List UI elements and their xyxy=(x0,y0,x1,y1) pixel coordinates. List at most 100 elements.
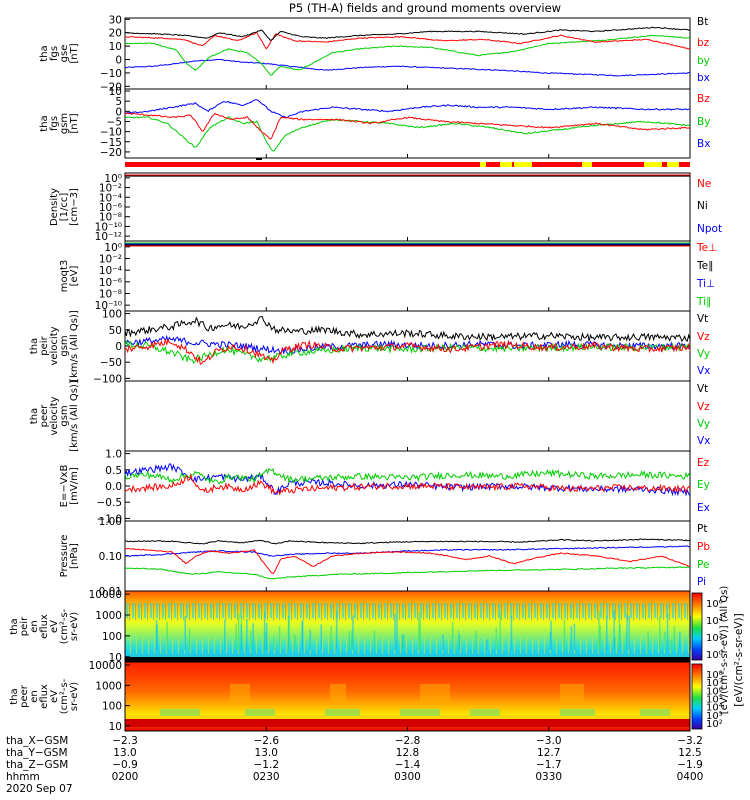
spectrogram-streak xyxy=(309,629,311,650)
y-tick-label: 0.01 xyxy=(99,586,122,598)
series-line-pe xyxy=(124,566,691,580)
panel-frame xyxy=(124,17,691,90)
spectrogram-streak xyxy=(403,634,405,650)
spectrogram-patch xyxy=(420,684,450,702)
y-tick-label: 10⁻⁴ xyxy=(99,192,122,204)
x-axis-value: 12.8 xyxy=(396,747,419,759)
y-axis-label-line: gsm xyxy=(59,113,70,134)
legend-entry-by: By xyxy=(697,116,710,128)
x-axis-row-tha-y-gsm: tha_Y−GSM 13.0 13.0 12.8 12.7 12.5 xyxy=(6,747,702,759)
y-tick-label: 30 xyxy=(109,14,122,26)
spectrogram-streak xyxy=(184,616,186,650)
flag-segment xyxy=(514,162,532,167)
spectrogram-patch xyxy=(400,709,440,716)
spectrogram-streak xyxy=(664,631,666,650)
x-axis-value: 0200 xyxy=(112,771,139,783)
y-axis-label-line: tha xyxy=(9,688,20,704)
spectrogram-streak xyxy=(330,625,332,650)
spectrogram-streak xyxy=(246,619,248,650)
y-tick-label: 0.0 xyxy=(105,481,122,493)
y-tick-label: 0 xyxy=(115,106,122,118)
y-tick-label: 1000 xyxy=(95,610,122,622)
series-line-bt xyxy=(124,26,691,41)
spectrogram-patch xyxy=(640,709,670,716)
y-axis-label-line: sr-eV) xyxy=(69,682,80,711)
y-tick-label: −100 xyxy=(93,373,122,385)
y-tick-label: 50 xyxy=(109,325,122,337)
colorbar-tick-label: 10⁵ xyxy=(706,695,723,706)
y-axis-label-line: en xyxy=(29,690,40,703)
flag-segment xyxy=(125,162,690,167)
spectrogram-streak xyxy=(495,627,498,650)
x-axis-row-name: tha_X−GSM xyxy=(6,735,68,747)
y-axis-label: tha fgs gsm [nT] xyxy=(39,113,80,134)
spectrogram-streak xyxy=(265,623,268,650)
y-axis-label-line: peir xyxy=(19,616,30,636)
spectrogram-streak xyxy=(419,618,421,650)
spectrogram-streak xyxy=(628,615,630,650)
legend-entry-vx: Vx xyxy=(697,435,710,447)
y-axis-label-line: velocity xyxy=(49,396,60,435)
y-tick-label: 100 xyxy=(102,631,122,643)
panel-frame xyxy=(124,380,691,452)
figure-title: P5 (TH-A) fields and ground moments over… xyxy=(289,1,561,15)
legend-entry-ti: Ti∥ xyxy=(696,296,711,308)
series-line-pi xyxy=(124,545,691,557)
y-tick-label: 100 xyxy=(102,701,122,713)
flag-marker xyxy=(256,158,262,160)
y-axis-label-line: [1/cc] xyxy=(59,193,70,222)
x-axis-row-hhmm: hhmm 0200 0230 0300 0330 0400 xyxy=(6,771,703,783)
flag-segment xyxy=(480,162,486,167)
y-axis-label-line: fgs xyxy=(49,46,60,61)
spectrogram-texture xyxy=(125,603,690,654)
spectrogram-streak xyxy=(252,623,254,650)
y-tick-label: 10⁻² xyxy=(99,183,122,195)
spectrogram-streak xyxy=(451,621,454,650)
y-axis-label-line: Pressure xyxy=(59,535,70,578)
spectrogram-streak xyxy=(673,625,676,650)
legend-entry-bz: bz xyxy=(697,37,710,49)
flag-segment xyxy=(500,162,512,167)
legend-entry-pt: Pt xyxy=(697,523,707,535)
legend-entry-bx: bx xyxy=(697,72,710,84)
flag-segment xyxy=(667,162,679,167)
x-axis-value: −2.6 xyxy=(254,735,280,747)
y-axis-label-line: [nPa] xyxy=(69,543,80,569)
series-line-bz xyxy=(124,31,691,50)
colorbar: 10⁶ 10⁴ 10² 10⁰ xyxy=(691,592,723,661)
x-axis-value: 12.5 xyxy=(678,747,701,759)
legend-entry-bt: Bt xyxy=(697,16,708,28)
series-line-pb xyxy=(124,547,691,574)
spectrogram-streak xyxy=(613,610,615,650)
colorbar-tick-label: 10⁸ xyxy=(706,670,723,681)
series-line-ez xyxy=(124,473,691,496)
y-tick-label: 10⁻⁶ xyxy=(99,277,122,289)
spectrogram-streak xyxy=(351,630,353,650)
y-tick-label: 0 xyxy=(115,55,122,67)
series-line-by xyxy=(124,116,691,152)
x-axis-row-name: tha_Y−GSM xyxy=(6,747,68,759)
x-axis-value: 13.0 xyxy=(113,747,136,759)
y-axis-label-line: tha xyxy=(29,408,40,424)
colorbar-tick-label: 10⁴ xyxy=(706,703,723,714)
spectrogram-streak xyxy=(166,622,168,650)
y-tick-label: −50 xyxy=(100,357,122,369)
y-axis-label-line: gse xyxy=(59,45,70,63)
panel-peer-velocity: Vt Vz Vy Vx tha peer velocity gsm [km/s (All Qs)… xyxy=(29,380,710,452)
y-tick-label: 1000 xyxy=(95,680,122,692)
y-axis-label-line: [eV] xyxy=(69,266,80,287)
y-axis-label: Pressure [nPa] xyxy=(59,535,80,578)
quality-flag-bar xyxy=(125,158,690,167)
x-axis-row-name: hhmm xyxy=(6,771,40,783)
y-tick-label: 10000 xyxy=(89,660,122,672)
series-line-pt xyxy=(124,538,691,545)
y-tick-label: −10 xyxy=(100,68,122,80)
y-axis-label-line: fgs xyxy=(49,116,60,131)
x-axis-row-name: tha_Z−GSM xyxy=(6,759,68,771)
y-tick-label: 10⁰ xyxy=(104,242,122,254)
y-tick-label: 0.10 xyxy=(99,551,122,563)
panel-frame xyxy=(124,88,691,159)
